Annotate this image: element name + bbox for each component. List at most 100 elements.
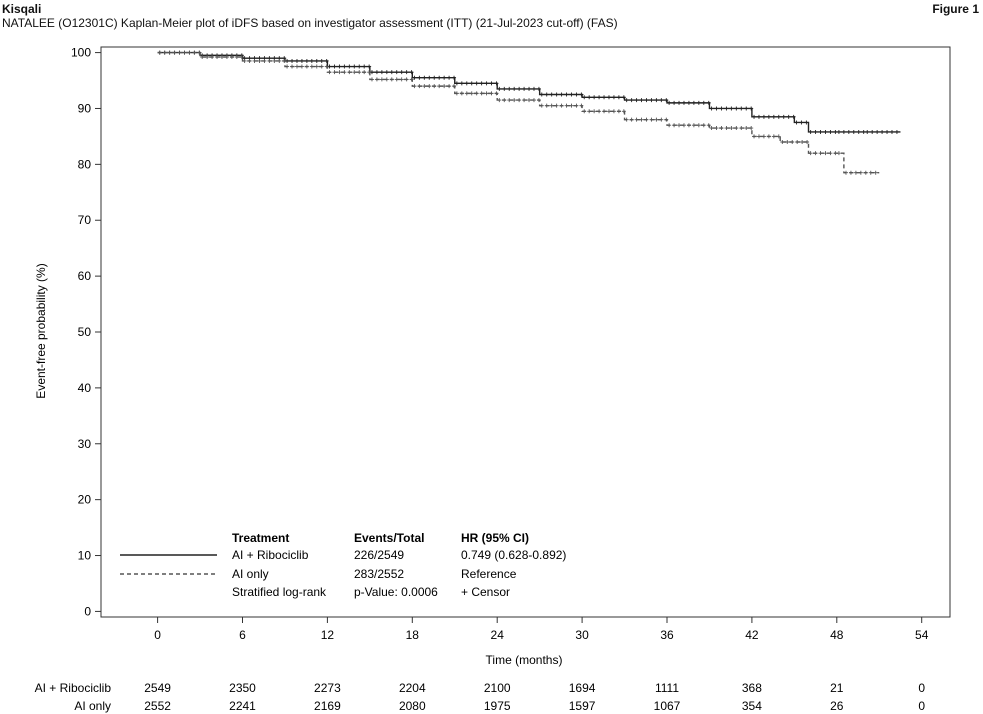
censor-mark [554, 92, 559, 97]
km-curves [157, 50, 901, 175]
censor-mark [417, 84, 422, 89]
legend-header-treatment: Treatment [232, 531, 289, 545]
censor-mark [709, 126, 714, 131]
censor-mark [347, 70, 352, 75]
censor-mark [749, 106, 754, 111]
censor-mark [780, 140, 785, 144]
censor-mark [294, 64, 299, 69]
censor-mark [564, 103, 569, 108]
censor-mark [791, 114, 796, 119]
censor-mark [167, 50, 172, 55]
censor-mark [672, 123, 677, 128]
censor-mark [771, 134, 776, 139]
censor-mark [357, 70, 362, 75]
censor-mark [536, 86, 541, 91]
risk-count: 2080 [399, 699, 426, 713]
censor-mark [200, 55, 205, 60]
y-tick-label: 80 [78, 157, 92, 171]
censor-mark [744, 106, 749, 111]
censor-mark [277, 58, 282, 63]
x-tick-label: 48 [830, 628, 844, 642]
censor-mark [686, 100, 691, 105]
risk-count: 0 [918, 699, 925, 713]
censor-mark [399, 77, 404, 82]
censor-mark [484, 81, 489, 86]
censor-mark [182, 50, 187, 55]
censor-mark [522, 86, 527, 91]
censor-mark [290, 64, 295, 69]
censor-mark [342, 70, 347, 75]
censor-mark [314, 64, 319, 69]
legend-events-ribociclib: 226/2549 [354, 548, 404, 562]
censor-mark [242, 58, 247, 63]
censor-mark [497, 98, 502, 103]
y-tick-label: 70 [78, 213, 92, 227]
censor-mark [479, 81, 484, 86]
censor-mark [324, 58, 329, 63]
censor-mark [752, 114, 757, 119]
censor-mark [512, 98, 517, 103]
censor-mark [611, 109, 616, 114]
censor-mark [210, 55, 215, 60]
censor-mark [677, 100, 682, 105]
censor-mark [734, 106, 739, 111]
censor-mark [790, 140, 795, 144]
censor-mark [247, 58, 252, 63]
figure-label: Figure 1 [932, 2, 979, 16]
censor-mark [848, 170, 853, 175]
censor-mark [602, 109, 607, 114]
censor-mark [706, 123, 711, 128]
censor-mark [766, 134, 771, 139]
y-tick-label: 50 [78, 325, 92, 339]
censor-mark [729, 106, 734, 111]
censor-mark [205, 55, 210, 60]
censor-mark [564, 92, 569, 97]
censor-mark [582, 109, 587, 114]
censor-mark [649, 117, 654, 122]
censor-mark [464, 91, 469, 96]
censor-mark [634, 98, 639, 103]
risk-count: 2204 [399, 681, 426, 695]
censor-mark [677, 123, 682, 128]
censor-mark [696, 123, 701, 128]
censor-mark [422, 84, 427, 89]
censor-mark [290, 58, 295, 63]
censor-mark [659, 117, 664, 122]
censor-mark [309, 64, 314, 69]
censor-mark [587, 109, 592, 114]
censor-mark [706, 100, 711, 105]
censor-mark [621, 95, 626, 100]
censor-mark [442, 84, 447, 89]
censor-mark [267, 58, 272, 63]
censor-mark [894, 129, 899, 134]
legend-test-name: Stratified log-rank [232, 585, 327, 599]
censor-mark [667, 123, 672, 128]
censor-mark [719, 126, 724, 131]
censor-mark [479, 91, 484, 96]
censor-mark [432, 84, 437, 89]
censor-mark [299, 58, 304, 63]
x-axis-label: Time (months) [486, 653, 563, 667]
censor-mark [616, 95, 621, 100]
censor-mark [494, 81, 499, 86]
censor-mark [719, 106, 724, 111]
legend-name-ai-only: AI only [232, 567, 269, 581]
censor-mark [304, 58, 309, 63]
y-tick-label: 20 [78, 493, 92, 507]
censor-mark [667, 100, 672, 105]
risk-count: 1597 [569, 699, 596, 713]
censor-mark [672, 100, 677, 105]
censor-mark [502, 86, 507, 91]
censor-mark [324, 64, 329, 69]
risk-count: 354 [742, 699, 762, 713]
censor-mark [739, 126, 744, 131]
censor-mark [863, 170, 868, 175]
censor-mark [452, 84, 457, 89]
censor-mark [873, 170, 878, 175]
censor-mark [559, 103, 564, 108]
censor-mark [374, 77, 379, 82]
censor-mark [219, 55, 224, 60]
censor-mark [234, 55, 239, 60]
censor-mark [362, 70, 367, 75]
censor-mark [507, 86, 512, 91]
